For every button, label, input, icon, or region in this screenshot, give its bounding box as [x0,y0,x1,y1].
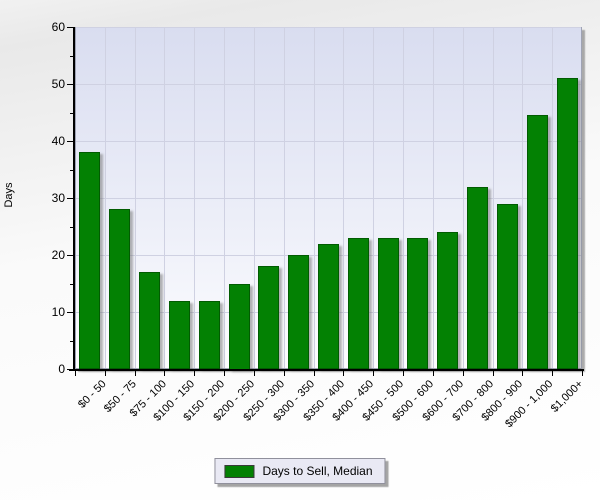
x-tick [463,371,464,376]
y-tick-label: 10 [51,305,65,319]
x-tick [522,371,523,376]
y-axis-line [73,27,75,371]
v-gridline [403,28,404,368]
y-tick-label: 40 [51,134,65,148]
x-tick [105,371,106,376]
x-tick [552,371,553,376]
legend-swatch-icon [224,464,255,478]
h-gridline [76,84,581,85]
bar [318,244,339,369]
x-tick [224,371,225,376]
y-tick-label: 50 [51,77,65,91]
x-axis-line [69,369,584,371]
v-gridline [552,28,553,368]
x-tick [373,371,374,376]
v-gridline [194,28,195,368]
y-minor-tick [70,341,73,342]
v-gridline [284,28,285,368]
y-major-tick [67,312,73,313]
y-tick-label: 30 [51,191,65,205]
bar [169,301,190,369]
x-tick [582,371,583,376]
bar [407,238,428,369]
x-tick [254,371,255,376]
y-minor-tick [70,56,73,57]
x-tick [135,371,136,376]
v-gridline [254,28,255,368]
h-gridline [76,141,581,142]
y-major-tick [67,84,73,85]
y-tick-label: 0 [58,362,65,376]
v-gridline [493,28,494,368]
x-tick [403,371,404,376]
v-gridline [343,28,344,368]
bar [139,272,160,369]
v-gridline [105,28,106,368]
v-gridline [373,28,374,368]
bar [109,209,130,369]
bar [378,238,399,369]
legend-label: Days to Sell, Median [262,464,373,478]
y-major-tick [67,27,73,28]
y-axis-title: Days [3,182,15,208]
y-major-tick [67,141,73,142]
bar [79,152,100,369]
bar [229,284,250,370]
v-gridline [224,28,225,368]
x-tick [433,371,434,376]
y-tick-label: 60 [51,20,65,34]
bar [348,238,369,369]
v-gridline [522,28,523,368]
h-gridline [76,198,581,199]
y-minor-tick [70,170,73,171]
bar [557,78,578,369]
y-major-tick [67,198,73,199]
y-tick-label: 20 [51,248,65,262]
bar [437,232,458,369]
v-gridline [433,28,434,368]
y-minor-tick [70,227,73,228]
x-tick [194,371,195,376]
x-tick [164,371,165,376]
bar [527,115,548,369]
bar [288,255,309,369]
y-major-tick [67,369,73,370]
h-gridline [76,27,581,28]
bar [497,204,518,369]
legend: Days to Sell, Median [214,458,386,484]
x-tick [75,371,76,376]
v-gridline [463,28,464,368]
x-tick [493,371,494,376]
x-tick [314,371,315,376]
y-minor-tick [70,113,73,114]
bar [199,301,220,369]
v-gridline [164,28,165,368]
v-gridline [314,28,315,368]
v-gridline [135,28,136,368]
bar [258,266,279,369]
x-tick [343,371,344,376]
bar [467,187,488,369]
x-tick [284,371,285,376]
y-major-tick [67,255,73,256]
y-minor-tick [70,284,73,285]
x-axis-label: $1,000+ [548,378,586,415]
